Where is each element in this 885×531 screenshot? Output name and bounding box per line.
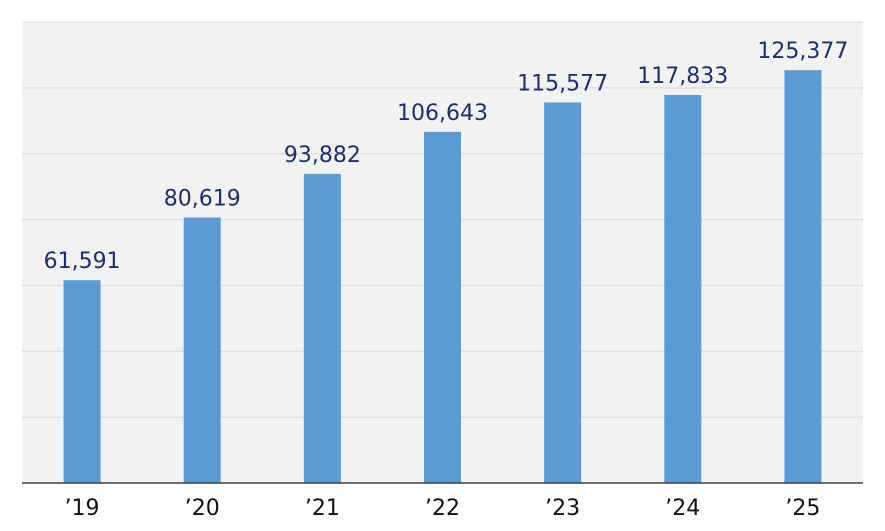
bar-value-label: 125,377 xyxy=(757,39,848,64)
bar xyxy=(544,102,582,483)
bars xyxy=(63,70,822,484)
bar xyxy=(424,131,461,483)
bar xyxy=(303,173,341,483)
bar xyxy=(183,217,221,484)
x-tick-label: ’20 xyxy=(185,496,220,521)
x-tick-label: ’23 xyxy=(545,496,580,521)
bar-value-label: 61,591 xyxy=(44,249,121,274)
bar xyxy=(784,70,822,483)
value-labels: 61,591 80,619 93,882 106,643 115,577 117,833 1… xyxy=(44,39,849,274)
x-tick-label: ’25 xyxy=(785,496,820,521)
bar-value-label: 80,619 xyxy=(164,187,241,212)
bar-value-label: 117,833 xyxy=(637,64,728,89)
bar-value-label: 115,577 xyxy=(517,71,608,96)
x-tick-label: ’19 xyxy=(65,496,100,521)
x-tick-label: ’24 xyxy=(665,496,700,521)
bar-value-label: 93,882 xyxy=(284,143,361,168)
x-tick-label: ’21 xyxy=(305,496,340,521)
bar xyxy=(664,94,702,483)
bar-value-label: 106,643 xyxy=(397,101,488,126)
bar xyxy=(63,280,101,483)
x-tick-label: ’22 xyxy=(425,496,460,521)
x-tick-labels: ’19 ’20 ’21 ’22 ’23 ’24 ’25 xyxy=(65,496,821,521)
